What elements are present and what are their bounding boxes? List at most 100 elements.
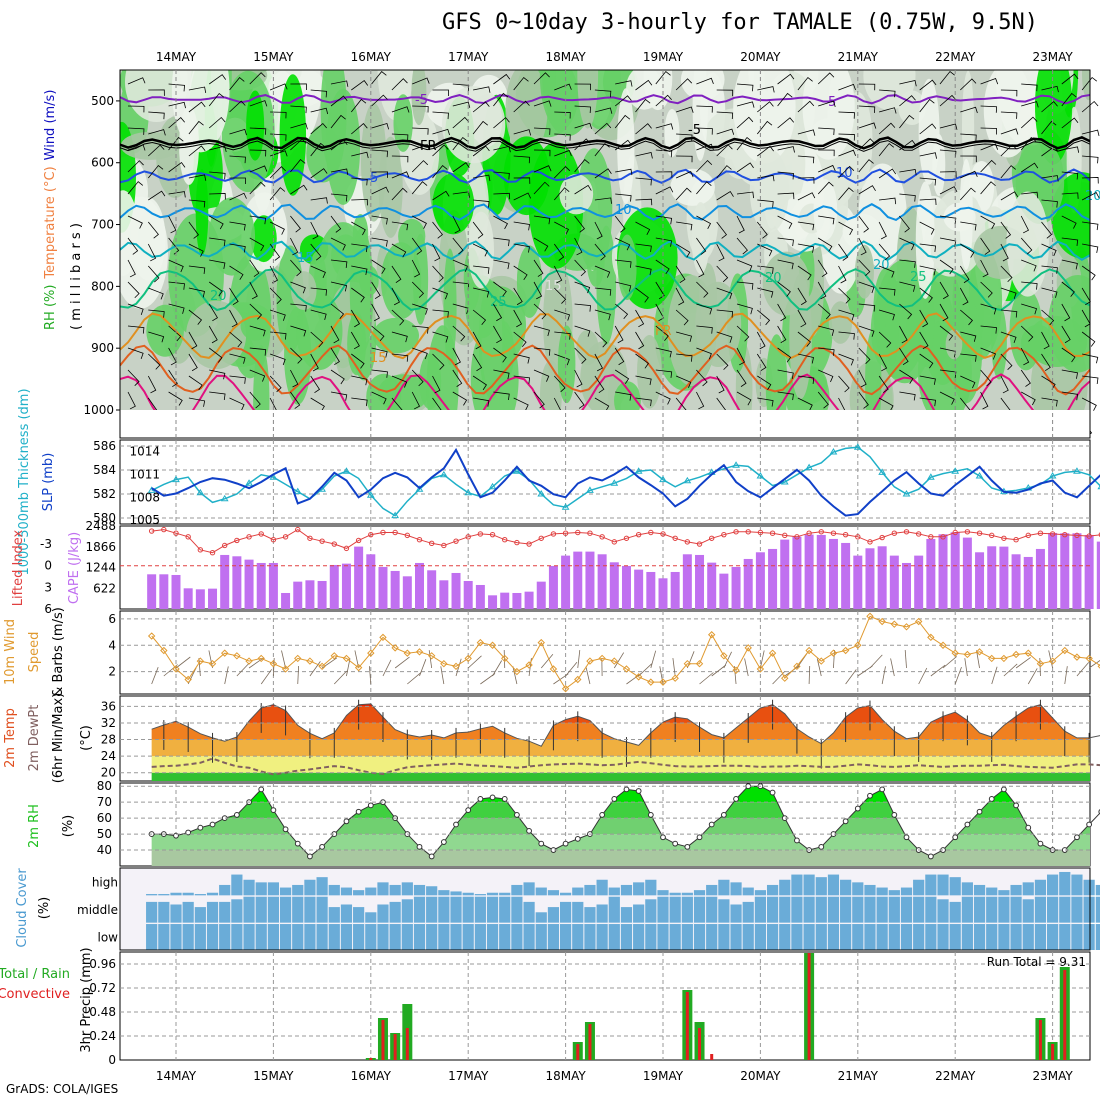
wind-speed-marker bbox=[841, 646, 850, 655]
isotherm-label: -5 bbox=[688, 123, 701, 138]
wind-barb bbox=[269, 221, 285, 235]
surface-wind-barb bbox=[659, 666, 664, 685]
cloud-bar-middle bbox=[158, 901, 170, 923]
wind-speed-marker bbox=[488, 641, 497, 649]
rh-marker bbox=[574, 835, 581, 842]
cloud-bar-high bbox=[742, 887, 754, 896]
wind-speed-marker bbox=[951, 649, 959, 657]
wind-barb bbox=[391, 243, 407, 258]
wind-barb bbox=[1061, 259, 1078, 270]
wind-barb bbox=[249, 149, 267, 157]
wind-barb bbox=[838, 133, 855, 141]
wind-barb bbox=[797, 129, 816, 136]
li-marker bbox=[380, 529, 386, 536]
wind-barb bbox=[980, 143, 999, 151]
rh-shading-blob bbox=[945, 329, 963, 360]
wind-barb bbox=[330, 237, 346, 251]
rh-ylabel-1: 2m RH bbox=[27, 804, 42, 848]
wind-barb bbox=[148, 111, 165, 120]
cloud-bar-low bbox=[827, 924, 840, 950]
wind-barb bbox=[1081, 265, 1096, 281]
cape-bar bbox=[427, 570, 437, 609]
thickness-marker bbox=[805, 463, 813, 471]
wind-barb bbox=[675, 78, 693, 91]
wind-barb bbox=[310, 309, 327, 321]
rh-marker bbox=[635, 788, 642, 794]
cape-bar bbox=[548, 565, 558, 609]
cape-bar bbox=[646, 571, 656, 609]
wind-barb bbox=[878, 122, 896, 135]
wind-barb bbox=[391, 353, 409, 362]
wind-barb bbox=[696, 369, 708, 387]
wind-barb bbox=[594, 375, 605, 394]
wind-barb bbox=[1020, 369, 1031, 387]
wind-barb bbox=[615, 237, 631, 251]
wind-barb bbox=[635, 123, 652, 135]
cloud-bar-high bbox=[1022, 882, 1034, 896]
wind-barb bbox=[513, 375, 531, 384]
wind-barb bbox=[269, 83, 288, 91]
wind-barb bbox=[919, 287, 933, 303]
cloud-bar-high bbox=[486, 892, 499, 896]
surface-wind-barb bbox=[744, 658, 749, 677]
wind-barb bbox=[148, 144, 165, 157]
wind-barb bbox=[533, 259, 544, 277]
wind-speed-marker bbox=[878, 617, 886, 626]
cloud-bar-middle bbox=[462, 896, 474, 923]
li-marker bbox=[903, 529, 910, 535]
wind-tick-label: 4 bbox=[108, 638, 116, 652]
li-marker bbox=[1025, 532, 1031, 539]
wind-speed-marker bbox=[793, 662, 801, 671]
cloud-bar-low bbox=[413, 924, 426, 950]
wind-barb bbox=[432, 331, 449, 343]
cloud-bar-low bbox=[146, 924, 158, 950]
thickness-marker bbox=[829, 448, 838, 455]
cloud-bar-low bbox=[316, 924, 328, 950]
wind-barb bbox=[310, 287, 328, 296]
cape-bar bbox=[621, 565, 631, 609]
isotherm-line bbox=[120, 268, 1090, 312]
precip-convective-bar bbox=[710, 1054, 714, 1060]
wind-barb bbox=[229, 221, 246, 231]
wind-barb bbox=[310, 397, 325, 412]
wind-barb bbox=[533, 281, 543, 300]
wind-barb bbox=[350, 98, 367, 113]
wind-barb bbox=[1081, 191, 1100, 201]
cape-bar bbox=[1084, 534, 1094, 609]
wind-barb bbox=[757, 145, 774, 157]
wind-barb bbox=[249, 259, 260, 277]
thickness-marker bbox=[561, 503, 570, 510]
cloud-bar-high bbox=[900, 887, 913, 896]
rh-marker bbox=[952, 834, 959, 841]
wind-barb bbox=[635, 221, 651, 235]
wind-barb bbox=[249, 165, 268, 173]
wind-barb bbox=[208, 347, 223, 363]
wind-barb bbox=[939, 123, 958, 130]
wind-barb bbox=[1041, 145, 1059, 157]
wind-barb bbox=[513, 265, 528, 281]
cloud-bar-low bbox=[608, 924, 620, 950]
rh-shading-blob bbox=[691, 202, 710, 275]
wind-barb bbox=[919, 79, 937, 91]
rh-tick-label: 60 bbox=[97, 811, 112, 825]
wind-barb bbox=[899, 168, 917, 176]
wind-barb bbox=[797, 265, 812, 281]
wind-barb bbox=[797, 76, 813, 91]
cloud-bar-high bbox=[340, 887, 353, 896]
wind-speed-marker bbox=[220, 649, 229, 657]
date-label-top: 19MAY bbox=[643, 50, 684, 64]
wind-barb bbox=[594, 89, 612, 98]
wind-barb bbox=[229, 353, 246, 364]
wind-speed-marker bbox=[147, 632, 156, 640]
date-label-top: 16MAY bbox=[351, 50, 392, 64]
cape-bar bbox=[597, 554, 607, 609]
wind-barb bbox=[229, 375, 246, 384]
cape-bar bbox=[926, 538, 936, 609]
rh-marker bbox=[501, 796, 508, 802]
cloud-bar-middle bbox=[279, 896, 292, 923]
wind-barb bbox=[412, 127, 429, 135]
wind-barb bbox=[229, 243, 246, 253]
surface-wind-barb bbox=[440, 666, 445, 685]
wind-barb bbox=[188, 309, 203, 325]
wind-barb bbox=[229, 177, 246, 184]
